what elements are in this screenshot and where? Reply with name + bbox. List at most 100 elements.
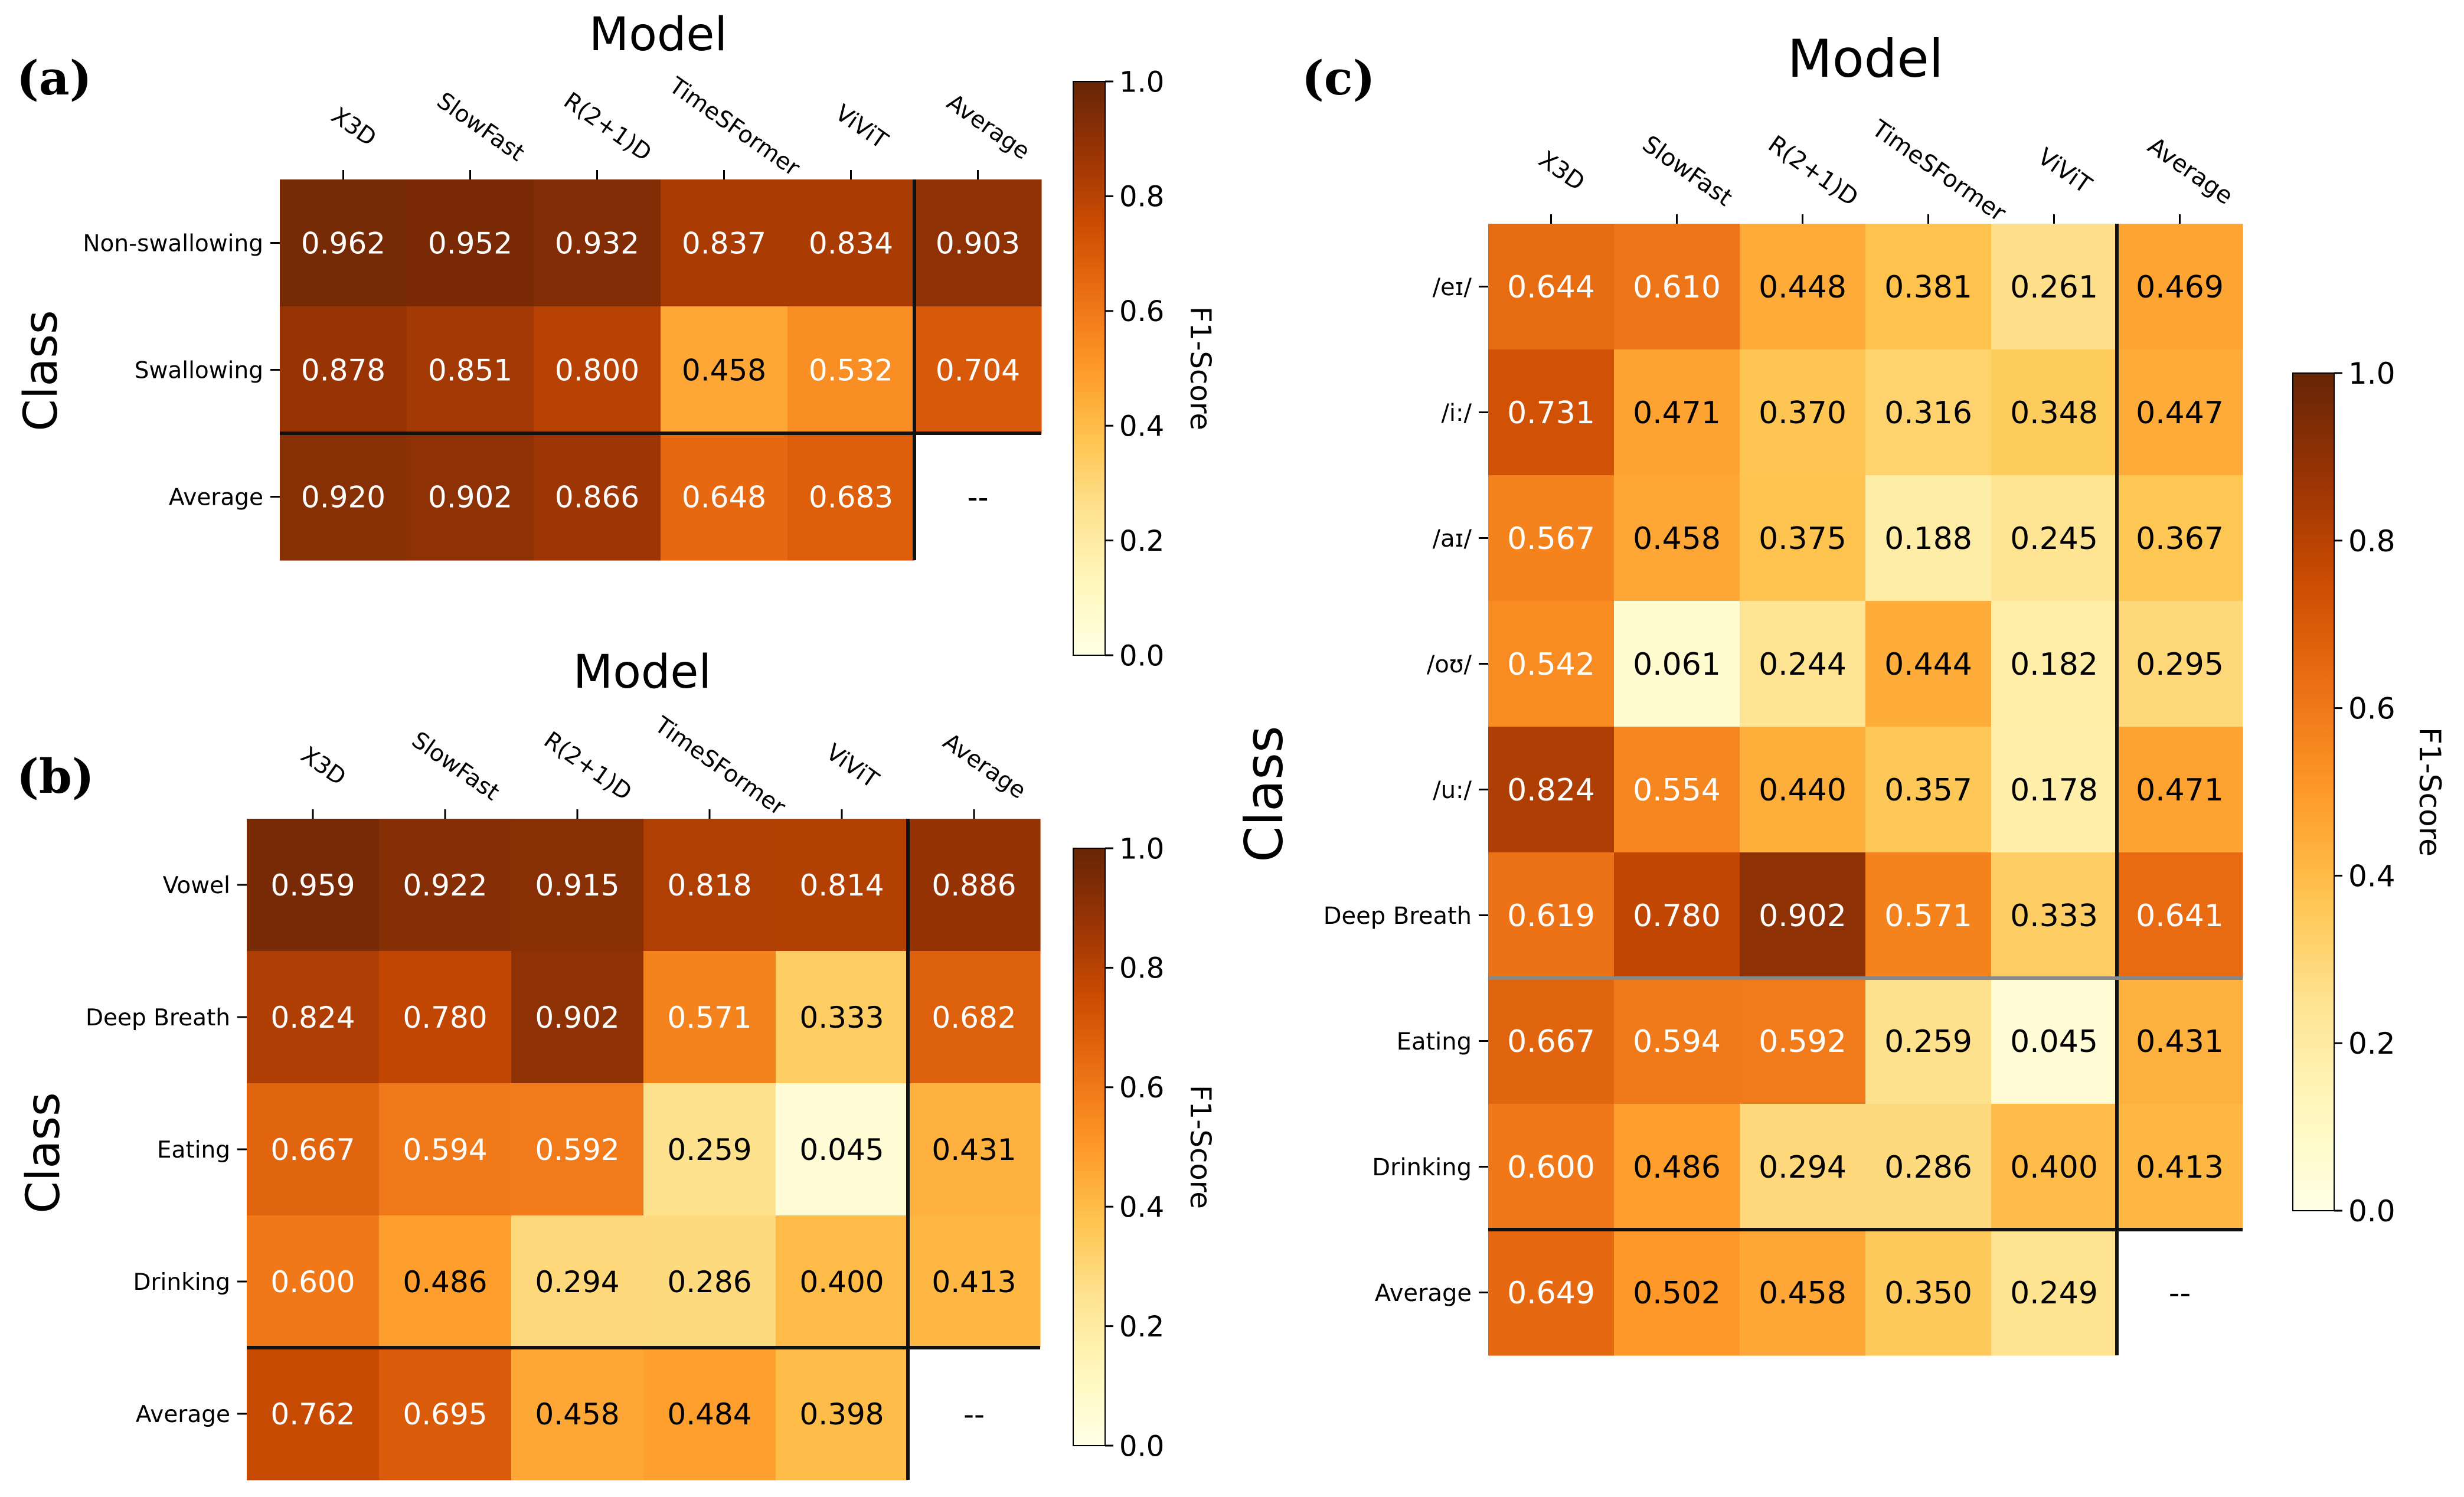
x-tick-label: ViViT	[830, 100, 893, 155]
cell-value-label: 0.447	[2136, 396, 2224, 431]
heatmap-cell	[1488, 1230, 1615, 1356]
y-tick-label: Eating	[157, 1137, 230, 1163]
cell-value-label: 0.610	[1633, 270, 1721, 305]
cell-value-label: 0.367	[2136, 521, 2224, 557]
cell-value-label: 0.350	[1884, 1276, 1972, 1311]
cell-value-label: 0.903	[936, 227, 1020, 261]
cell-value-label: 0.683	[809, 481, 893, 515]
colorbar-tick-label: 1.0	[1119, 66, 1164, 99]
colorbar-tick-label: 0.6	[2348, 692, 2396, 726]
colorbar-tick-label: 0.0	[1119, 1430, 1164, 1463]
y-tick-label: Non-swallowing	[83, 231, 263, 257]
cell-value-label: 0.851	[428, 354, 512, 388]
heatmap-cell	[511, 1215, 644, 1348]
y-tick-label: Average	[1375, 1280, 1472, 1307]
cell-value-label: 0.704	[936, 354, 1020, 388]
heatmap-cell	[787, 433, 915, 561]
cell-value-label: 0.800	[555, 354, 639, 388]
cell-value-label: 0.600	[1507, 1150, 1595, 1185]
heatmap-cell	[661, 433, 788, 561]
heatmap-cell	[1991, 601, 2117, 727]
y-tick-label: /oʊ/	[1427, 651, 1472, 678]
cell-value-label: 0.045	[799, 1133, 884, 1167]
cell-value-label: 0.295	[2136, 647, 2224, 682]
cell-value-label: 0.413	[932, 1265, 1016, 1299]
panel-b-class-label: Class	[17, 1092, 70, 1213]
cell-value-label: 0.259	[667, 1133, 751, 1167]
cell-value-label: 0.567	[1507, 521, 1595, 557]
cell-value-label: 0.316	[1884, 396, 1972, 431]
heatmap-cell	[280, 179, 407, 307]
cell-value-label: 0.484	[667, 1397, 751, 1431]
cell-value-label: 0.915	[535, 868, 619, 903]
cell-value-label: 0.649	[1507, 1276, 1595, 1311]
heatmap-cell	[379, 819, 512, 952]
cell-value-label: 0.542	[1507, 647, 1595, 682]
panel-b-label: (b)	[17, 748, 94, 804]
heatmap-cell	[1991, 1104, 2117, 1230]
x-tick-label: X3D	[1534, 146, 1590, 197]
cell-value-label: 0.667	[270, 1133, 355, 1167]
heatmap-cell	[247, 951, 380, 1084]
heatmap-cell	[776, 1348, 909, 1480]
heatmap-cell	[1991, 727, 2117, 853]
cell-value-label: 0.648	[682, 481, 766, 515]
cell-value-label: 0.486	[1633, 1150, 1721, 1185]
cell-value-label: 0.444	[1884, 647, 1972, 682]
panel-b-colorbar: 0.0 0.2 0.4 0.6 0.8 1.0 F1-Score	[1073, 832, 1217, 1463]
x-tick-label: Average	[938, 728, 1031, 805]
panel-c-model-title: Model	[1787, 28, 1943, 89]
y-tick-label: Drinking	[1372, 1154, 1472, 1181]
heatmap-cell	[1865, 224, 1992, 350]
cell-value-label: 0.400	[2010, 1150, 2098, 1185]
x-tick-label: SlowFast	[407, 727, 504, 806]
cell-value-label: 0.554	[1633, 773, 1721, 808]
heatmap-cell	[511, 1348, 644, 1480]
cell-value-label: 0.440	[1759, 773, 1847, 808]
cell-value-label: 0.932	[555, 227, 639, 261]
panel-c: (c) Model Class 0.644 0.610 0.448 0.381 0.26…	[1234, 28, 2447, 1356]
heatmap-cell	[914, 306, 1042, 434]
cell-value-label: 0.502	[1633, 1276, 1721, 1311]
heatmap-cell	[1614, 224, 1740, 350]
colorbar-tick-label: 0.4	[2348, 859, 2396, 893]
cell-value-label: 0.886	[932, 868, 1016, 903]
cell-value-label: 0.641	[2136, 898, 2224, 934]
cell-value-label: 0.471	[1633, 396, 1721, 431]
heatmap-cell	[1488, 727, 1615, 853]
colorbar-tick-label: 0.2	[1119, 525, 1164, 558]
cell-value-label: 0.922	[403, 868, 487, 903]
cell-value-label: 0.920	[301, 481, 385, 515]
x-tick-label: Average	[942, 89, 1035, 165]
heatmap-cell	[1740, 978, 1866, 1104]
cell-value-label: 0.571	[667, 1001, 751, 1035]
y-tick-label: Vowel	[163, 872, 230, 899]
cell-value-label: 0.695	[403, 1397, 487, 1431]
heatmap-cell	[1614, 1104, 1740, 1230]
cell-value-label: 0.824	[1507, 773, 1595, 808]
heatmap-cell	[1740, 727, 1866, 853]
heatmap-cell	[1740, 601, 1866, 727]
heatmap-cell	[1614, 601, 1740, 727]
heatmap-cell	[1865, 1230, 1992, 1356]
cell-value-label: 0.780	[1633, 898, 1721, 934]
cell-value-label: 0.962	[301, 227, 385, 261]
cell-value-label: 0.286	[1884, 1150, 1972, 1185]
y-tick-label: /i:/	[1441, 400, 1472, 427]
x-tick-label: Average	[2143, 132, 2238, 210]
cell-empty-label: --	[967, 481, 988, 515]
y-tick-label: Drinking	[133, 1269, 230, 1296]
heatmap-cell	[379, 1083, 512, 1216]
colorbar-tick-label: 0.0	[2348, 1194, 2396, 1228]
heatmap-cell	[511, 1083, 644, 1216]
panel-a-grid: 0.962 0.952 0.932 0.837 0.834 0.903 0.878 0.851…	[83, 72, 1042, 561]
heatmap-cell	[2117, 1104, 2243, 1230]
cell-value-label: 0.045	[2010, 1024, 2098, 1060]
heatmap-cell	[1865, 349, 1992, 476]
heatmap-cell	[247, 819, 380, 952]
heatmap-cell	[776, 1215, 909, 1348]
cell-value-label: 0.952	[428, 227, 512, 261]
y-tick-label: /eɪ/	[1433, 274, 1472, 301]
cell-value-label: 0.902	[428, 481, 512, 515]
